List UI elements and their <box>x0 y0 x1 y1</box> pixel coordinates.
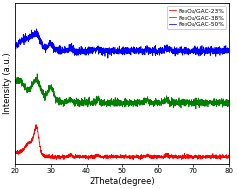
Fe₃O₄/GAC-23% <box>132 159 135 161</box>
Fe₃O₄/GAC-50% <box>222 50 224 52</box>
Fe₃O₄/GAC-23% <box>228 156 230 158</box>
X-axis label: 2Theta(degree): 2Theta(degree) <box>89 177 155 186</box>
Line: Fe₃O₄/GAC-23%: Fe₃O₄/GAC-23% <box>15 125 229 160</box>
Fe₃O₄/GAC-23% <box>222 156 224 159</box>
Fe₃O₄/GAC-50% <box>222 48 224 50</box>
Fe₃O₄/GAC-50% <box>112 52 115 55</box>
Fe₃O₄/GAC-38% <box>182 104 185 106</box>
Fe₃O₄/GAC-50% <box>228 51 230 53</box>
Fe₃O₄/GAC-38% <box>14 82 17 85</box>
Fe₃O₄/GAC-23% <box>112 155 115 157</box>
Line: Fe₃O₄/GAC-50%: Fe₃O₄/GAC-50% <box>15 29 229 58</box>
Fe₃O₄/GAC-50% <box>106 57 109 59</box>
Fe₃O₄/GAC-38% <box>194 108 197 110</box>
Fe₃O₄/GAC-38% <box>222 102 224 105</box>
Fe₃O₄/GAC-50% <box>182 49 185 51</box>
Fe₃O₄/GAC-50% <box>118 52 121 54</box>
Fe₃O₄/GAC-23% <box>14 149 17 152</box>
Fe₃O₄/GAC-50% <box>14 45 17 47</box>
Fe₃O₄/GAC-38% <box>36 73 39 75</box>
Fe₃O₄/GAC-50% <box>25 39 27 41</box>
Fe₃O₄/GAC-38% <box>112 103 115 105</box>
Fe₃O₄/GAC-38% <box>118 100 121 103</box>
Fe₃O₄/GAC-23% <box>35 123 37 126</box>
Y-axis label: Intensity (a.u.): Intensity (a.u.) <box>4 53 13 114</box>
Fe₃O₄/GAC-38% <box>228 103 230 105</box>
Legend: Fe₃O₄/GAC-23%, Fe₃O₄/GAC-38%, Fe₃O₄/GAC-50%: Fe₃O₄/GAC-23%, Fe₃O₄/GAC-38%, Fe₃O₄/GAC-… <box>167 6 226 29</box>
Fe₃O₄/GAC-50% <box>35 28 38 30</box>
Fe₃O₄/GAC-38% <box>222 100 224 102</box>
Fe₃O₄/GAC-23% <box>222 155 224 157</box>
Fe₃O₄/GAC-23% <box>182 155 185 158</box>
Fe₃O₄/GAC-23% <box>25 144 27 147</box>
Fe₃O₄/GAC-38% <box>25 88 27 91</box>
Fe₃O₄/GAC-23% <box>118 157 121 159</box>
Line: Fe₃O₄/GAC-38%: Fe₃O₄/GAC-38% <box>15 74 229 109</box>
